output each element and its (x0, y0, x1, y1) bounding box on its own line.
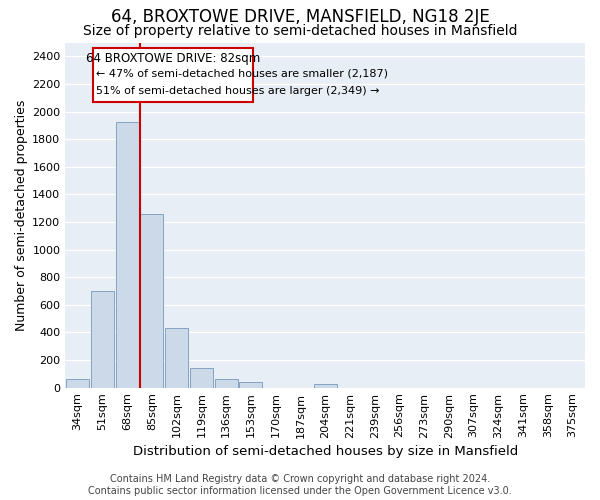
Bar (239, 382, 262, 388)
Text: Contains HM Land Registry data © Crown copyright and database right 2024.
Contai: Contains HM Land Registry data © Crown c… (88, 474, 512, 496)
Bar (140, 214, 163, 388)
Bar (66, 378, 89, 388)
Bar (314, 384, 337, 388)
Y-axis label: Number of semi-detached properties: Number of semi-detached properties (15, 100, 28, 331)
Bar (215, 378, 238, 388)
Bar (116, 122, 139, 388)
Text: 51% of semi-detached houses are larger (2,349) →: 51% of semi-detached houses are larger (… (96, 86, 380, 96)
Text: 64 BROXTOWE DRIVE: 82sqm: 64 BROXTOWE DRIVE: 82sqm (86, 52, 260, 65)
Text: Size of property relative to semi-detached houses in Mansfield: Size of property relative to semi-detach… (83, 24, 517, 38)
Text: 64, BROXTOWE DRIVE, MANSFIELD, NG18 2JE: 64, BROXTOWE DRIVE, MANSFIELD, NG18 2JE (110, 8, 490, 26)
Text: ← 47% of semi-detached houses are smaller (2,187): ← 47% of semi-detached houses are smalle… (96, 69, 388, 79)
FancyBboxPatch shape (92, 48, 253, 102)
Bar (91, 291, 114, 388)
Bar (190, 368, 213, 388)
Bar (165, 328, 188, 388)
X-axis label: Distribution of semi-detached houses by size in Mansfield: Distribution of semi-detached houses by … (133, 444, 518, 458)
